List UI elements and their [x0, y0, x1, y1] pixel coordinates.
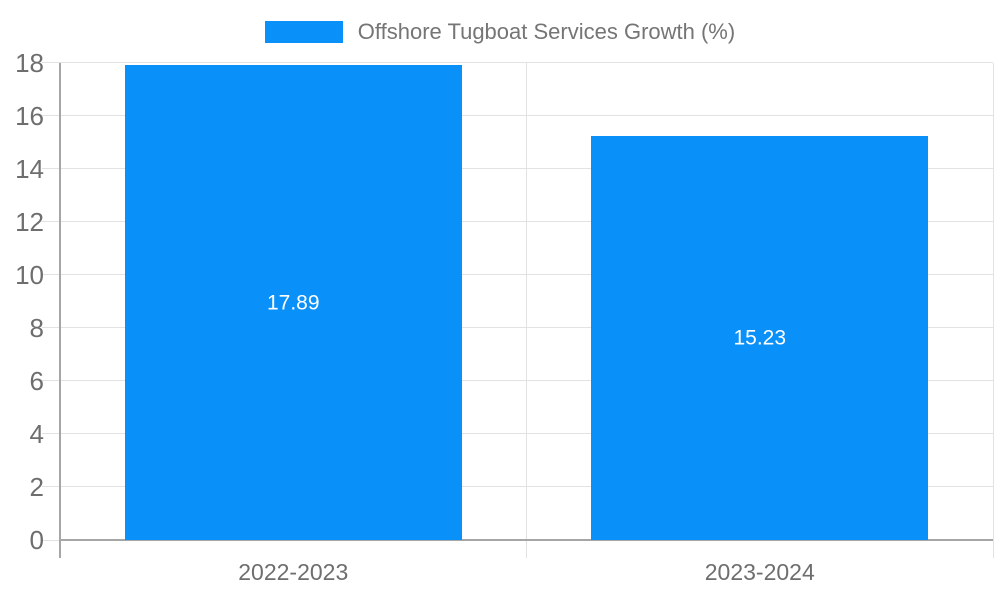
- y-tick: [42, 327, 60, 329]
- bar: [124, 65, 462, 540]
- bar-value-label: 17.89: [266, 291, 320, 315]
- y-tick-label: 6: [29, 365, 44, 396]
- y-tick-label: 18: [15, 47, 44, 78]
- bar: [591, 135, 929, 540]
- y-tick: [42, 221, 60, 223]
- x-axis-line: [60, 539, 993, 541]
- bar-value-label: 15.23: [733, 326, 787, 350]
- y-tick: [42, 115, 60, 117]
- y-tick-label: 0: [29, 525, 44, 555]
- legend-swatch: [264, 21, 343, 43]
- y-tick-label: 10: [15, 259, 44, 290]
- y-tick: [42, 539, 60, 541]
- y-tick: [42, 274, 60, 276]
- legend-label: Offshore Tugboat Services Growth (%): [357, 19, 736, 44]
- y-tick: [42, 168, 60, 170]
- y-tick: [42, 433, 60, 435]
- y-tick-label: 4: [29, 418, 44, 449]
- gridline-vertical: [526, 62, 527, 540]
- y-axis-line: [59, 62, 61, 558]
- x-tick: [526, 540, 527, 558]
- y-tick-label: 8: [29, 312, 44, 343]
- x-tick-label: 2022-2023: [238, 559, 349, 585]
- y-tick: [42, 486, 60, 488]
- legend: Offshore Tugboat Services Growth (%): [0, 14, 1000, 50]
- y-tick: [42, 62, 60, 63]
- gridline-vertical: [992, 62, 994, 540]
- y-tick-label: 2: [29, 471, 44, 502]
- y-tick-label: 12: [15, 206, 44, 237]
- y-tick-label: 16: [15, 100, 44, 131]
- x-tick: [992, 540, 994, 558]
- x-tick-label: 2023-2024: [704, 559, 815, 585]
- y-tick: [42, 380, 60, 382]
- y-tick-label: 14: [15, 153, 44, 184]
